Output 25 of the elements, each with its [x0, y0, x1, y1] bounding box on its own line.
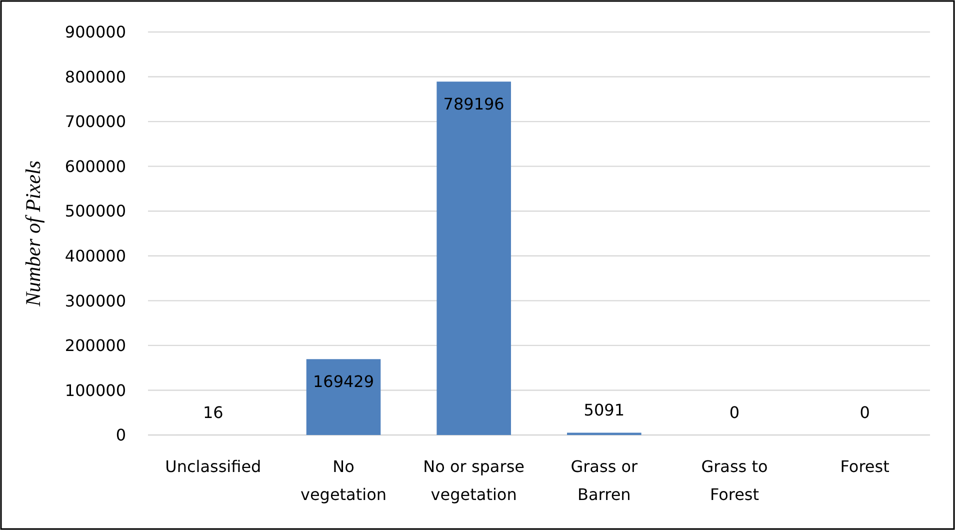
y-tick-label: 100000 — [64, 380, 126, 400]
bar — [436, 82, 511, 435]
bar — [306, 359, 381, 435]
x-tick-label: No vegetation — [300, 457, 387, 504]
x-tick-label: Grass to Forest — [701, 457, 768, 504]
data-label: 789196 — [443, 94, 504, 114]
y-tick-label: 600000 — [64, 156, 126, 176]
x-tick-label: Grass or Barren — [570, 457, 638, 504]
y-tick-label: 200000 — [64, 336, 126, 356]
y-tick-label: 700000 — [64, 112, 126, 132]
x-tick-label: Unclassified — [165, 457, 262, 476]
data-label: 0 — [729, 403, 740, 422]
data-label: 0 — [860, 403, 870, 422]
y-tick-label: 400000 — [64, 246, 126, 266]
y-tick-label: 800000 — [64, 67, 126, 86]
data-label: 5091 — [584, 400, 625, 420]
x-tick-label: Forest — [840, 457, 890, 476]
data-label: 16 — [202, 402, 224, 422]
y-tick-label: 300000 — [64, 291, 126, 310]
y-axis-title: Number of Pixels — [21, 160, 45, 308]
y-tick-label: 500000 — [64, 202, 126, 221]
x-tick-label: No or sparse vegetation — [423, 457, 525, 504]
y-tick-label: 0 — [116, 426, 126, 445]
data-label: 169429 — [312, 372, 374, 392]
y-tick-label: 900000 — [64, 22, 126, 42]
